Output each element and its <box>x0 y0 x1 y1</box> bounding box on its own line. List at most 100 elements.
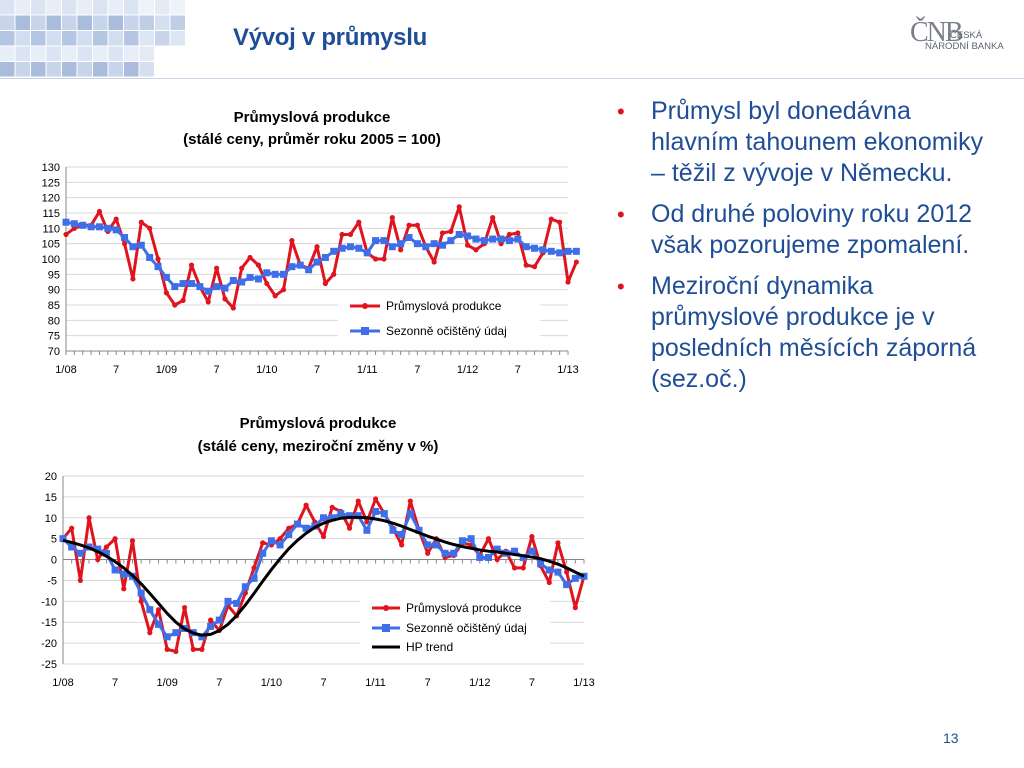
series-seasonally-adjusted-point <box>95 223 103 231</box>
series-seasonally-adjusted-point <box>121 234 129 242</box>
series-production-point <box>147 225 153 231</box>
y-tick-label: 130 <box>42 162 60 174</box>
series-seasonally-adjusted-point <box>458 537 466 545</box>
series-production-point <box>180 297 186 303</box>
y-tick-label: 115 <box>42 208 60 220</box>
series-seasonally-adjusted-point <box>204 287 212 295</box>
cnb-logo: ČNB ČESKÁ NÁRODNÍ BANKA <box>910 18 1010 62</box>
mosaic-tile <box>77 15 92 30</box>
series-seasonally-adjusted-point <box>213 283 221 291</box>
series-seasonally-adjusted-point <box>497 235 505 243</box>
series-production-point <box>546 579 552 586</box>
y-tick-label: 125 <box>42 177 60 189</box>
series-production-point <box>63 231 69 238</box>
series-production-point <box>572 605 578 611</box>
series-production-point <box>199 646 205 652</box>
legend: Průmyslová produkce Sezonně očištěný úda… <box>338 294 540 344</box>
series-seasonally-adjusted-point <box>372 237 380 245</box>
series-seasonally-adjusted-point <box>547 247 555 255</box>
y-tick-label: 105 <box>42 239 60 251</box>
series-seasonally-adjusted-point <box>313 258 321 266</box>
series-seasonally-adjusted-point <box>537 560 545 568</box>
series-production-point <box>147 630 153 636</box>
series-production-point <box>456 204 462 210</box>
series-production-point <box>272 293 278 299</box>
x-tick-label: 1/12 <box>457 364 478 376</box>
legend-label-seasonal: Sezonně očištěný údaj <box>386 324 507 338</box>
legend-marker-red <box>383 605 389 611</box>
y-tick-label: 0 <box>51 555 57 567</box>
series-production-point <box>247 254 253 261</box>
y-tick-label: -15 <box>41 617 57 629</box>
series-production-point <box>112 536 118 542</box>
series-seasonally-adjusted-point <box>554 568 562 576</box>
mosaic-tile <box>46 15 61 30</box>
series-seasonally-adjusted-point <box>221 284 229 292</box>
series-production-point <box>190 646 196 652</box>
legend-label-production: Průmyslová produkce <box>406 601 522 615</box>
series-production-point <box>381 256 387 262</box>
series-seasonally-adjusted-point <box>545 566 553 574</box>
series-seasonally-adjusted-point <box>328 514 336 522</box>
series-seasonally-adjusted-point <box>293 520 301 528</box>
mosaic-tile <box>15 46 30 61</box>
series-seasonally-adjusted-point <box>87 223 95 231</box>
series-seasonally-adjusted-point <box>276 541 284 549</box>
legend-label-trend: HP trend <box>406 640 453 654</box>
y-tick-label: 20 <box>45 471 57 483</box>
series-seasonally-adjusted-point <box>519 553 527 561</box>
series-seasonally-adjusted-point <box>163 633 171 641</box>
series-production-point <box>303 502 309 508</box>
series-production-point <box>280 287 287 293</box>
mosaic-tile <box>77 46 92 61</box>
mosaic-tile <box>93 31 108 46</box>
series-seasonally-adjusted-point <box>505 237 513 245</box>
series-seasonally-adjusted-point <box>380 237 388 245</box>
mosaic-tile <box>139 62 154 77</box>
series-seasonally-adjusted-point <box>79 221 87 229</box>
series-seasonally-adjusted-point <box>563 581 571 589</box>
series-seasonally-adjusted-point <box>188 280 195 288</box>
mosaic-tile <box>77 0 92 15</box>
series-production-point <box>407 498 413 504</box>
y-tick-label: 85 <box>48 300 60 312</box>
series-seasonally-adjusted-point <box>346 512 354 520</box>
series-seasonally-adjusted-point <box>531 244 539 252</box>
series-production-point <box>251 565 257 571</box>
series-seasonally-adjusted-point <box>246 273 254 281</box>
series-seasonally-adjusted-point <box>196 283 204 291</box>
bullet-text: Průmysl byl donedávna hlavním tahounem e… <box>651 97 984 187</box>
bullet-dot: • <box>617 99 625 124</box>
series-production-point <box>155 607 162 613</box>
x-tick-label: 7 <box>214 364 220 376</box>
series-seasonally-adjusted-point <box>564 247 572 255</box>
mosaic-tile <box>0 31 15 46</box>
header-divider <box>0 78 1024 79</box>
series-seasonally-adjusted-point <box>112 226 120 234</box>
mosaic-tile <box>31 62 46 77</box>
chart-title: Průmyslová produkce <box>240 415 397 432</box>
series-production-point <box>130 276 136 282</box>
series-seasonally-adjusted-point <box>70 220 78 228</box>
series-seasonally-adjusted-point <box>238 278 246 286</box>
series-seasonally-adjusted-point <box>288 263 296 271</box>
series-production-point <box>222 296 228 302</box>
legend-marker-red <box>362 303 368 309</box>
series-seasonally-adjusted-point <box>259 549 267 557</box>
y-tick-label: 75 <box>48 331 60 343</box>
y-tick-label: 110 <box>42 223 60 235</box>
series-seasonally-adjusted-point <box>355 244 363 252</box>
plot-area: -25 -20 -15 -10 -5 0 5 10 15 20 1/08 7 1/09 7 1/10 7 1/1… <box>41 471 595 689</box>
bullet-dot: • <box>617 274 625 299</box>
mosaic-tile <box>155 15 170 30</box>
series-production-point <box>205 299 211 305</box>
series-seasonally-adjusted-point <box>254 275 262 283</box>
series-production-point <box>494 556 500 563</box>
series-seasonally-adjusted-point <box>432 541 440 549</box>
series-seasonally-adjusted-point <box>346 243 354 251</box>
series-production-point <box>573 259 579 265</box>
series-hp-trend-line <box>62 515 585 637</box>
series-production-point <box>473 247 479 253</box>
series-seasonally-adjusted-point <box>330 247 338 255</box>
series-seasonally-adjusted-point <box>572 247 580 255</box>
